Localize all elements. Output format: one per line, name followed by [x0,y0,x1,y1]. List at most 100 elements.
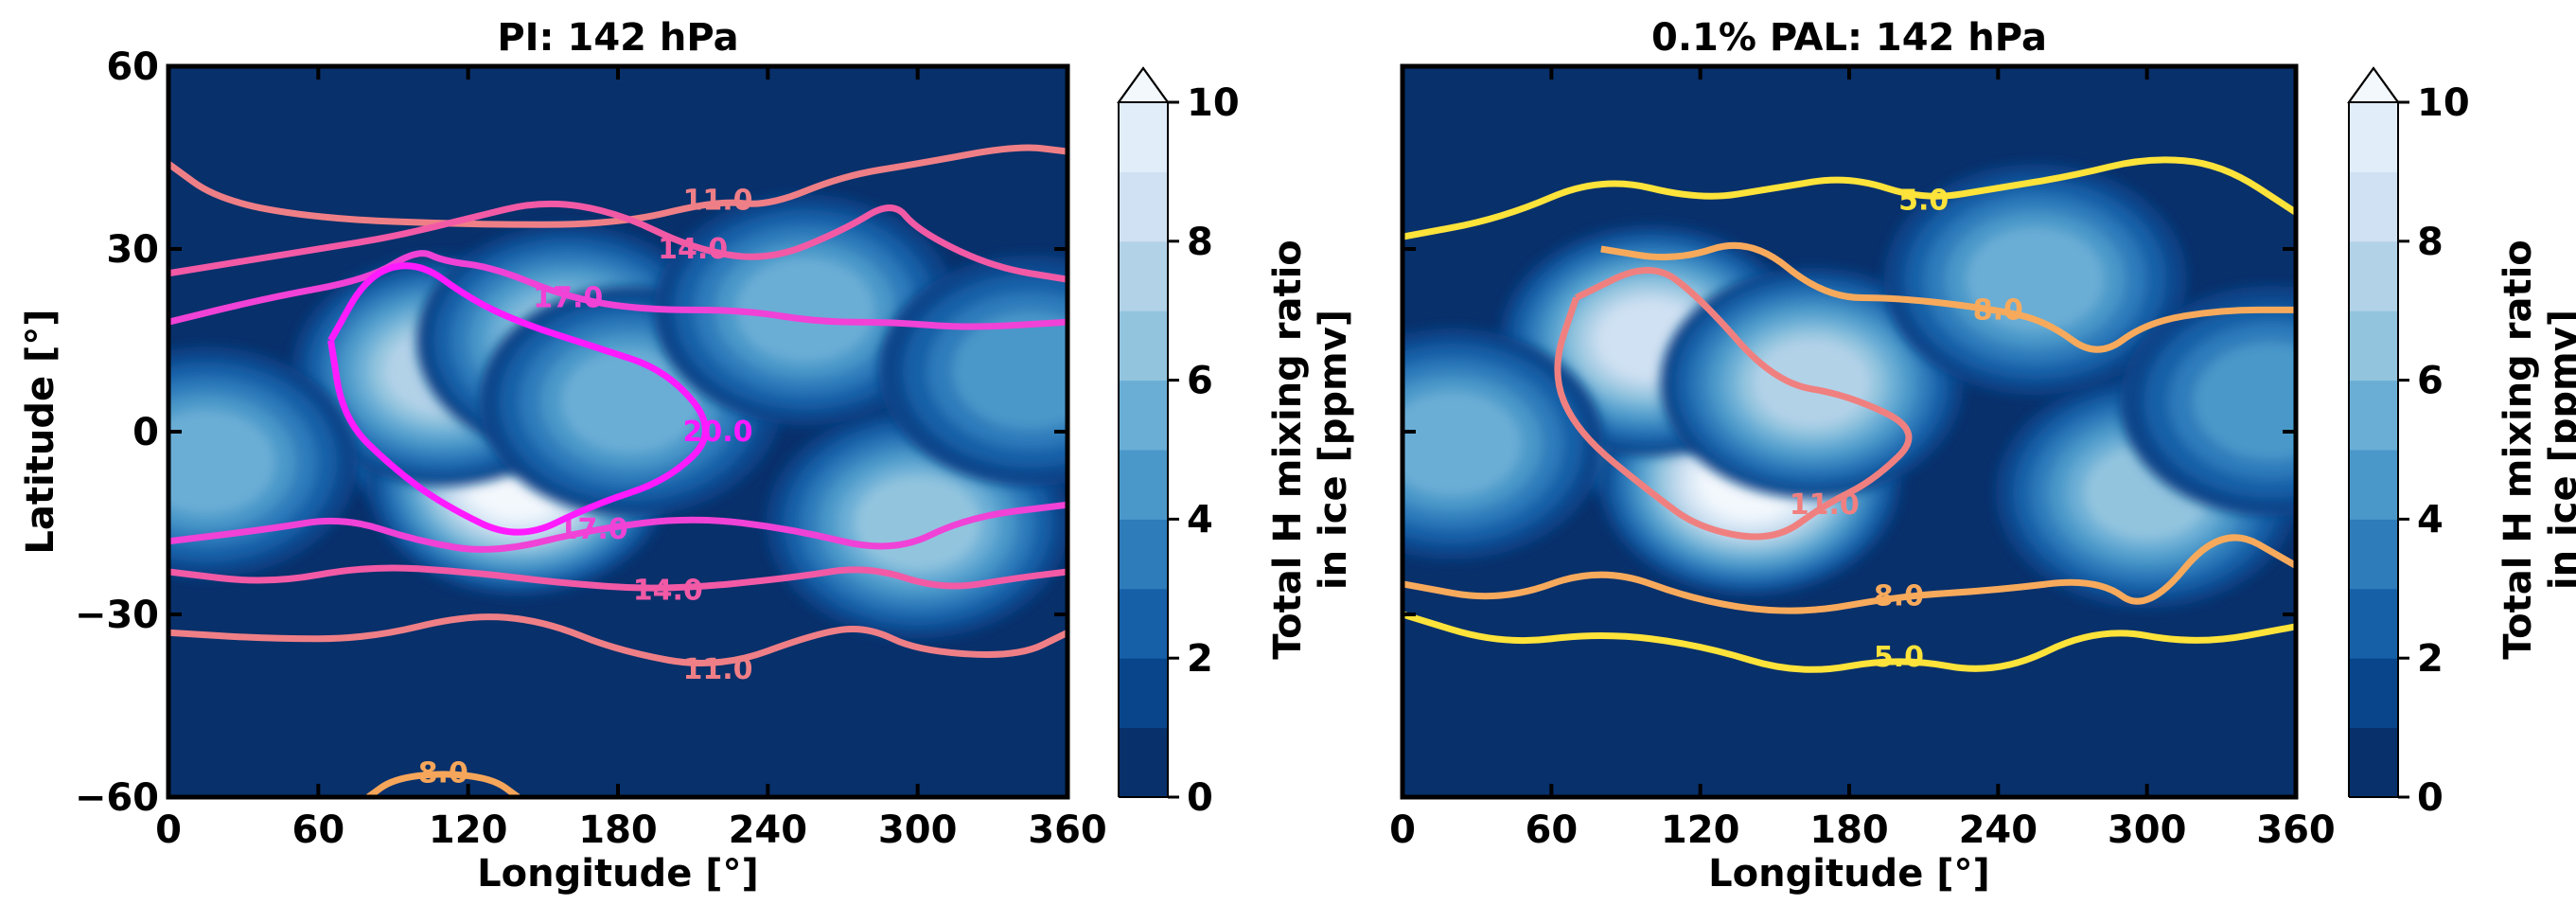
contour-label: 8.0 [418,756,468,790]
x-tick-label: 180 [578,808,658,852]
contour-line [1554,267,1913,541]
contour-label: 11.0 [683,185,753,218]
colorbar-extend-arrow [1117,66,1170,103]
contour-line [1403,156,2296,240]
colorbar-segment [2349,519,2398,590]
contour-line [1600,241,2296,353]
colorbar-label: in ice [ppmv] [1312,310,1355,590]
colorbar-outline [1118,66,1169,798]
colorbar-segment [1119,450,1168,520]
ice-blob [168,346,358,578]
x-tick-label: 180 [1809,808,1889,852]
colorbar-tick-label: 10 [2417,81,2470,125]
colorbar-extend-arrow [2347,66,2400,103]
y-tick-label: 0 [132,411,159,454]
contour-label: 11.0 [683,653,753,686]
x-tick-label: 240 [1959,808,2038,852]
contour-line [168,144,1067,228]
colorbar-segment [1119,588,1168,659]
ice-blob [1883,164,2187,396]
colorbar-tick-label: 4 [2417,498,2444,541]
x-axis-ticks: 0 60 120 180 240 300 360 [155,66,1107,852]
contour-label: 8.0 [1973,293,2023,327]
contour-line [168,501,1067,553]
colorbar-tick-label: 4 [1187,498,1213,541]
colorbar-segment [1119,519,1168,590]
ice-blob [1660,267,1964,499]
colorbar-tick-label: 6 [1187,360,1213,403]
colorbar-segment [1119,658,1168,729]
contour-label: 20.0 [683,416,753,449]
colorbar-segment [2349,171,2398,242]
x-tick-label: 300 [2108,808,2187,852]
colorbar-segment [2349,450,2398,520]
x-tick-label: 0 [1389,808,1416,852]
contour-line [1403,611,2296,673]
x-tick-label: 0 [155,808,182,852]
x-tick-label: 60 [291,808,344,852]
contour-label: 5.0 [1874,641,1924,674]
contour-label: 17.0 [533,281,603,314]
contour-label: 8.0 [1874,580,1924,613]
colorbar-outline [2348,66,2399,798]
contour-label: 5.0 [1898,185,1949,218]
colorbar-segment [2349,240,2398,311]
colorbar-tick-label: 10 [1187,81,1240,125]
colorbar-tick-label: 8 [2417,221,2444,264]
x-tick-label: 360 [1028,808,1107,852]
x-tick-label: 300 [878,808,958,852]
colorbar-segment [1119,311,1168,382]
x-tick-label: 240 [729,808,808,852]
chart-title: PI: 142 hPa [497,16,738,60]
colorbar-tick-label: 2 [2417,637,2444,681]
panel-pal: 0.1% PAL: 142 hPa 5.05.08.08.011.0 0 60 12… [1389,16,2576,896]
ice-blob [2119,285,2296,517]
colorbar-segment [2349,588,2398,659]
chart-title: 0.1% PAL: 142 hPa [1651,16,2047,60]
x-axis-label: Longitude [°] [1708,852,1990,896]
ice-blob [1403,328,1604,559]
contour-line [366,771,520,797]
x-tick-label: 120 [1661,808,1740,852]
ice-blob [653,194,957,426]
colorbar-segment [2349,727,2398,798]
contour-line [168,613,1067,666]
colorbar-tick-label: 8 [1187,221,1213,264]
panel-pi: PI: 142 hPa 11.011.014.014.017.017.020.0… [19,16,1355,896]
colorbar-segment [1119,380,1168,451]
x-tick-label: 360 [2256,808,2336,852]
colorbar: 0 2 4 6 8 10 Total H mixing ratio in ice [ppmv] [2347,66,2576,820]
contour-label: 14.0 [633,574,703,607]
y-axis-ticks: 60 30 0 −30 −60 [75,45,1067,820]
colorbar-segment [1119,727,1168,798]
y-axis-label: Latitude [°] [19,309,62,554]
colorbar-label: Total H mixing ratio [1266,240,1310,660]
contour-label: 11.0 [1790,488,1860,522]
colorbar-tick-label: 0 [1187,776,1213,820]
contour-lines: 11.011.014.014.017.017.020.08.0 [168,144,1067,797]
x-tick-label: 60 [1525,808,1578,852]
colorbar-tick-label: 2 [1187,637,1213,681]
contour-line [327,262,709,536]
contour-line [168,564,1067,592]
contour-line [168,250,1067,330]
colorbar: 0 2 4 6 8 10 Total H mixing ratio in ice [ppmv] [1117,66,1355,820]
x-axis-label: Longitude [°] [477,852,759,896]
colorbar-label: in ice [ppmv] [2542,310,2576,590]
contour-line [1403,534,2296,614]
colorbar-segment [1119,171,1168,242]
contour-line [168,200,1067,283]
colorbar-tick-label: 6 [2417,360,2444,403]
y-tick-label: −60 [75,776,159,820]
colorbar-segment [2349,380,2398,451]
x-axis-ticks: 0 60 120 180 240 300 360 [1389,66,2336,852]
contour-label: 14.0 [658,233,728,266]
y-axis-ticks [1403,64,2296,799]
colorbar-segment [1119,240,1168,311]
colorbar-segment [2349,102,2398,172]
colorbar-segment [2349,311,2398,382]
colorbar-label: Total H mixing ratio [2497,240,2540,660]
colorbar-tick-label: 0 [2417,776,2444,820]
colorbar-segment [2349,658,2398,729]
